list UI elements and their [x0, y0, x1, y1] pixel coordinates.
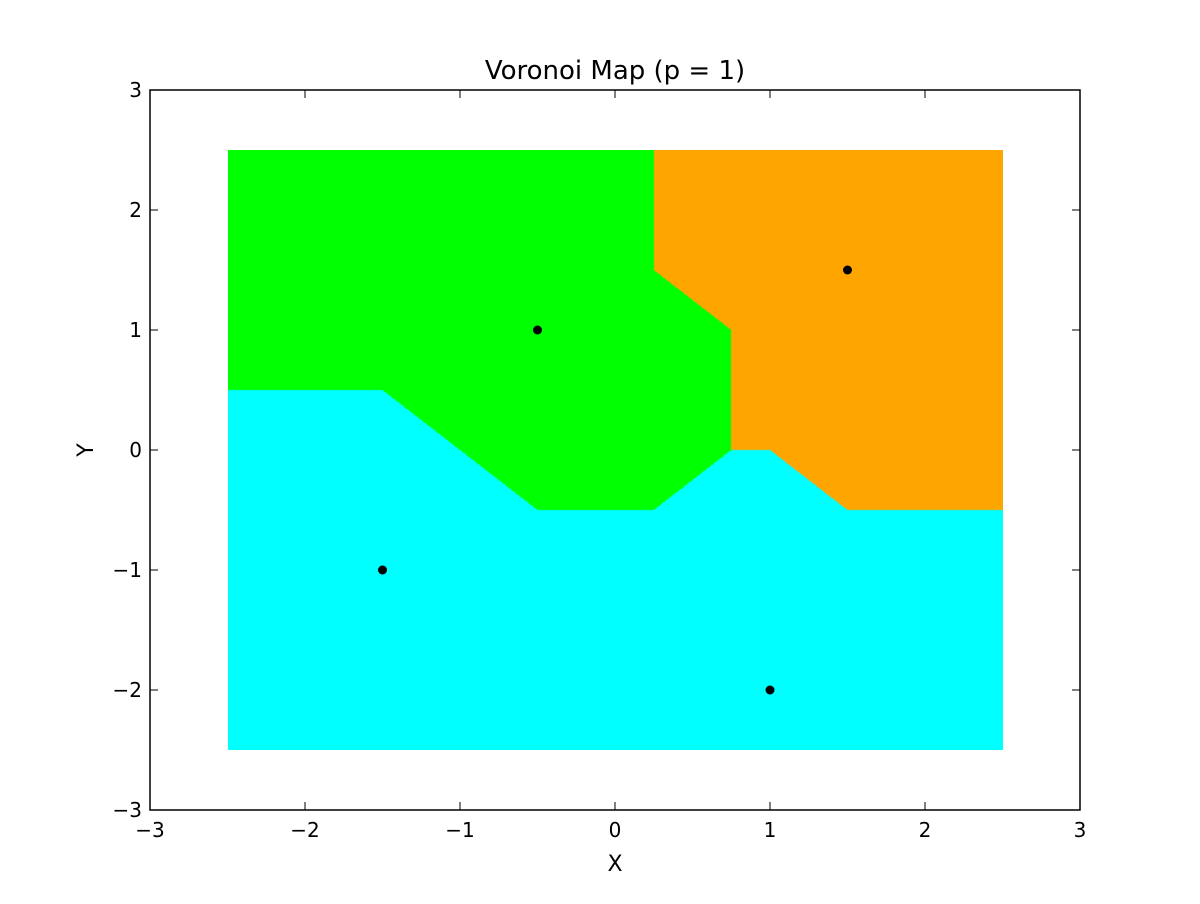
x-tick-label: −2 — [290, 818, 319, 842]
x-tick-label: 0 — [609, 818, 622, 842]
y-tick-label: −1 — [113, 558, 142, 582]
y-tick-label: −3 — [113, 798, 142, 822]
y-tick-label: 0 — [129, 438, 142, 462]
y-axis-title: Y — [74, 443, 99, 458]
site-point-1 — [533, 325, 542, 335]
chart-title: Voronoi Map (p = 1) — [485, 56, 745, 86]
y-tick-label: 2 — [129, 198, 142, 222]
site-point-2 — [843, 265, 852, 275]
site-point-4 — [765, 685, 775, 695]
x-tick-label: 2 — [919, 818, 932, 842]
x-tick-label: 1 — [764, 818, 777, 842]
y-tick-label: −2 — [113, 678, 142, 702]
y-tick-label: 1 — [129, 318, 142, 342]
site-points — [378, 265, 852, 695]
x-tick-label: −1 — [445, 818, 474, 842]
voronoi-regions — [228, 150, 1003, 750]
axis-ticks: −3 −2 −1 0 1 2 3 −3 −2 −1 0 1 2 3 — [113, 78, 1087, 842]
x-axis-title: X — [607, 852, 622, 877]
site-point-3 — [378, 565, 387, 575]
x-tick-label: 3 — [1074, 818, 1087, 842]
voronoi-region-raster — [228, 150, 1003, 750]
x-tick-label: −3 — [135, 818, 164, 842]
y-tick-label: 3 — [129, 78, 142, 102]
